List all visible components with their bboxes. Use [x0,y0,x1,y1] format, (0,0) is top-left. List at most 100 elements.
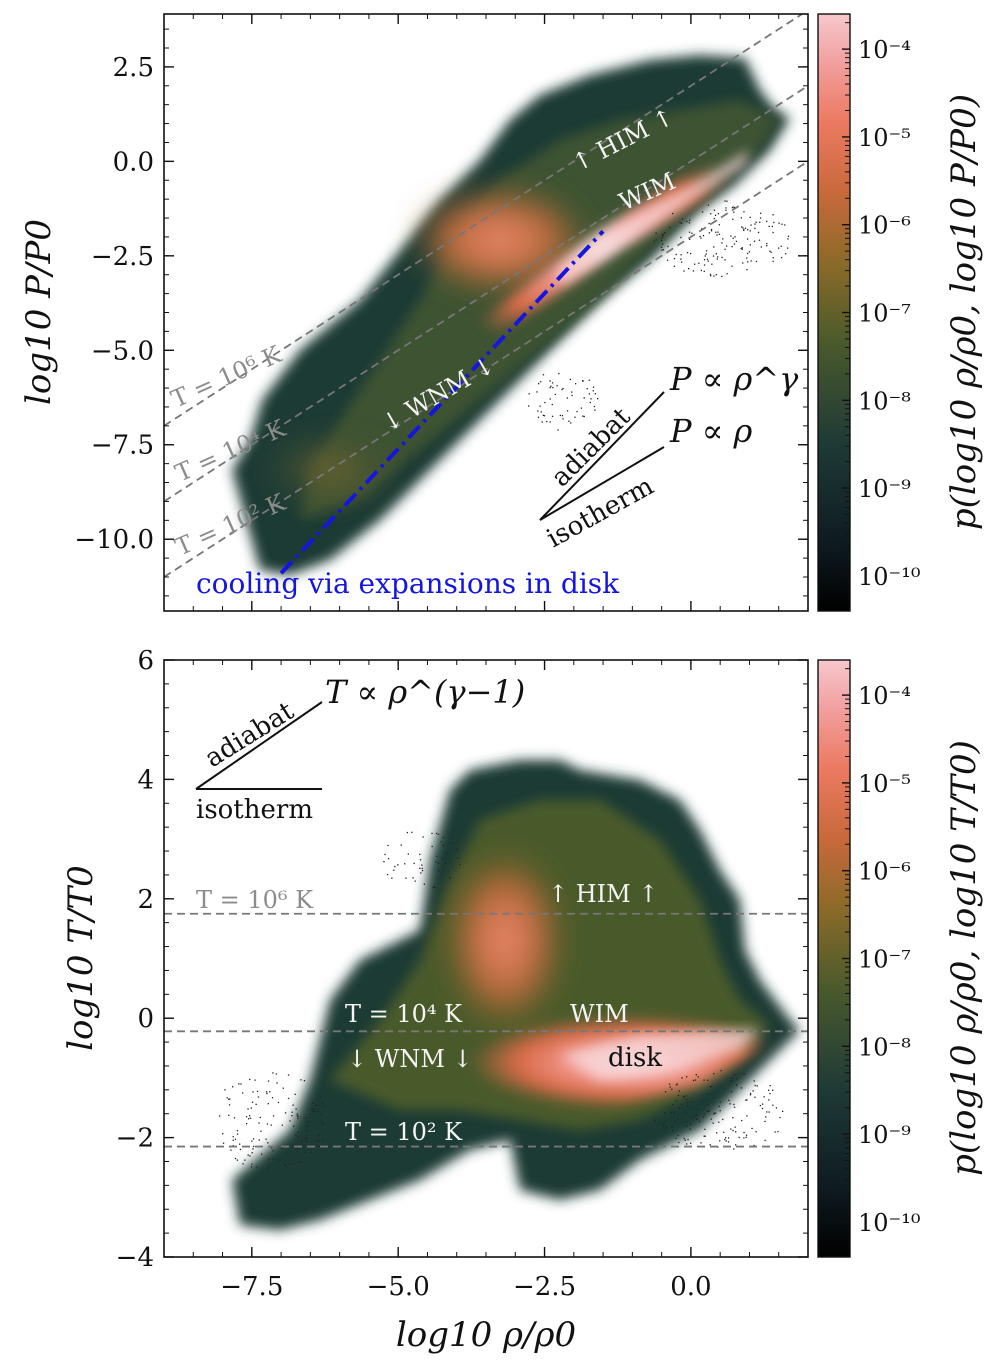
bottom-speck [769,1085,771,1087]
bottom-speck [303,1152,305,1154]
bottom-speck [296,1113,298,1115]
bottom-speck [682,1095,685,1097]
top-ytick-label: −5.0 [91,336,154,366]
bottom-speck [281,1147,283,1149]
top-speck [778,222,780,224]
bottom-speck [674,1120,676,1122]
top-p-rho-gamma: P ∝ ρ^γ [669,360,799,398]
bottom-speck [297,1115,299,1117]
bottom-speck [440,841,442,843]
top-speck [708,232,710,234]
bottom-speck [411,831,413,833]
top-speck [537,410,539,412]
bottom-speck [421,864,423,866]
bottom-speck [746,1115,748,1117]
top-speck [552,387,554,389]
bottom-speck [232,1139,234,1141]
top-speck [701,211,704,213]
bottom-speck [419,859,422,861]
bottom-speck [276,1082,278,1084]
bottom-speck [732,1117,734,1119]
top-speck [721,256,723,259]
top-cb-tick-label: 10⁻⁹ [858,475,911,503]
bottom-isotherms [164,912,808,1148]
top-speck [731,246,733,248]
bottom-speck [240,1083,242,1085]
bottom-speck [320,1121,323,1123]
bottom-speck [219,1115,221,1117]
bottom-speck [391,877,393,879]
bottom-speck [419,853,421,855]
bottom-speck [447,871,449,873]
top-speck [717,231,719,233]
bottom-speck [745,1099,747,1101]
bottom-speck [265,1138,267,1140]
top-speck [747,229,749,231]
bottom-speck [383,861,385,863]
bottom-speck [736,1078,738,1080]
bottom-speck [764,1139,766,1142]
bottom-speck [725,1140,727,1142]
bottom-speck [772,1104,774,1106]
top-speck [772,257,774,259]
bottom-speck [297,1117,299,1119]
top-speck [549,398,551,400]
bottom-speck [740,1087,743,1089]
top-speck [769,250,771,252]
top-speck [735,240,738,242]
top-speck [592,390,594,392]
bottom-speck [431,832,433,835]
bottom-speck [287,1074,290,1076]
top-speck [724,248,726,250]
bottom-speck [728,1099,730,1102]
bottom-speck [782,1110,784,1112]
top-speck [733,243,736,245]
top-speck [710,230,713,232]
bottom-speck [230,1149,232,1151]
top-speck [725,207,727,209]
bottom-speck [250,1107,252,1109]
bottom-speck [306,1137,308,1139]
bottom-speck [312,1102,314,1104]
bottom-speck [413,862,415,865]
bottom-speck [668,1083,671,1085]
top-speck [705,250,708,252]
top-speck [666,259,669,261]
bottom-adiabat-label: adiabat [200,696,300,774]
bottom-speck [282,1087,284,1089]
top-speck [691,232,693,234]
bottom-speck [254,1079,256,1081]
top-speck [679,221,681,223]
bottom-disk-label: disk [608,1043,662,1073]
top-speck [681,218,684,220]
bottom-speck [707,1110,709,1113]
bottom-speck [299,1161,302,1163]
bottom-speck [306,1125,308,1128]
top-cooling-label: cooling via expansions in disk [196,567,620,600]
top-speck [672,212,674,215]
top-speck [731,265,733,267]
bottom-speck [678,1090,680,1092]
bottom-speck [689,1123,692,1125]
bottom-speck [267,1103,269,1105]
top-speck [689,219,691,221]
top-speck [713,217,715,220]
bottom-wim-label: WIM [570,1000,629,1028]
bottom-speck [735,1144,737,1146]
bottom-speck [249,1155,251,1157]
bottom-speck [393,869,395,871]
bottom-speck [686,1098,688,1101]
top-speck [722,238,724,240]
bottom-speck [755,1131,757,1133]
top-speck [593,405,596,408]
top-speck [757,231,760,234]
bottom-iso-label-1e6: T = 10⁶ K [196,886,314,914]
bottom-speck [400,844,402,846]
bottom-speck [662,1126,664,1128]
bottom-speck [459,863,461,866]
top-speck [721,242,723,244]
top-isotherm-1e6 [164,14,804,427]
bottom-speck [733,1106,736,1108]
bottom-speck [281,1124,283,1126]
bottom-speck [457,857,459,859]
